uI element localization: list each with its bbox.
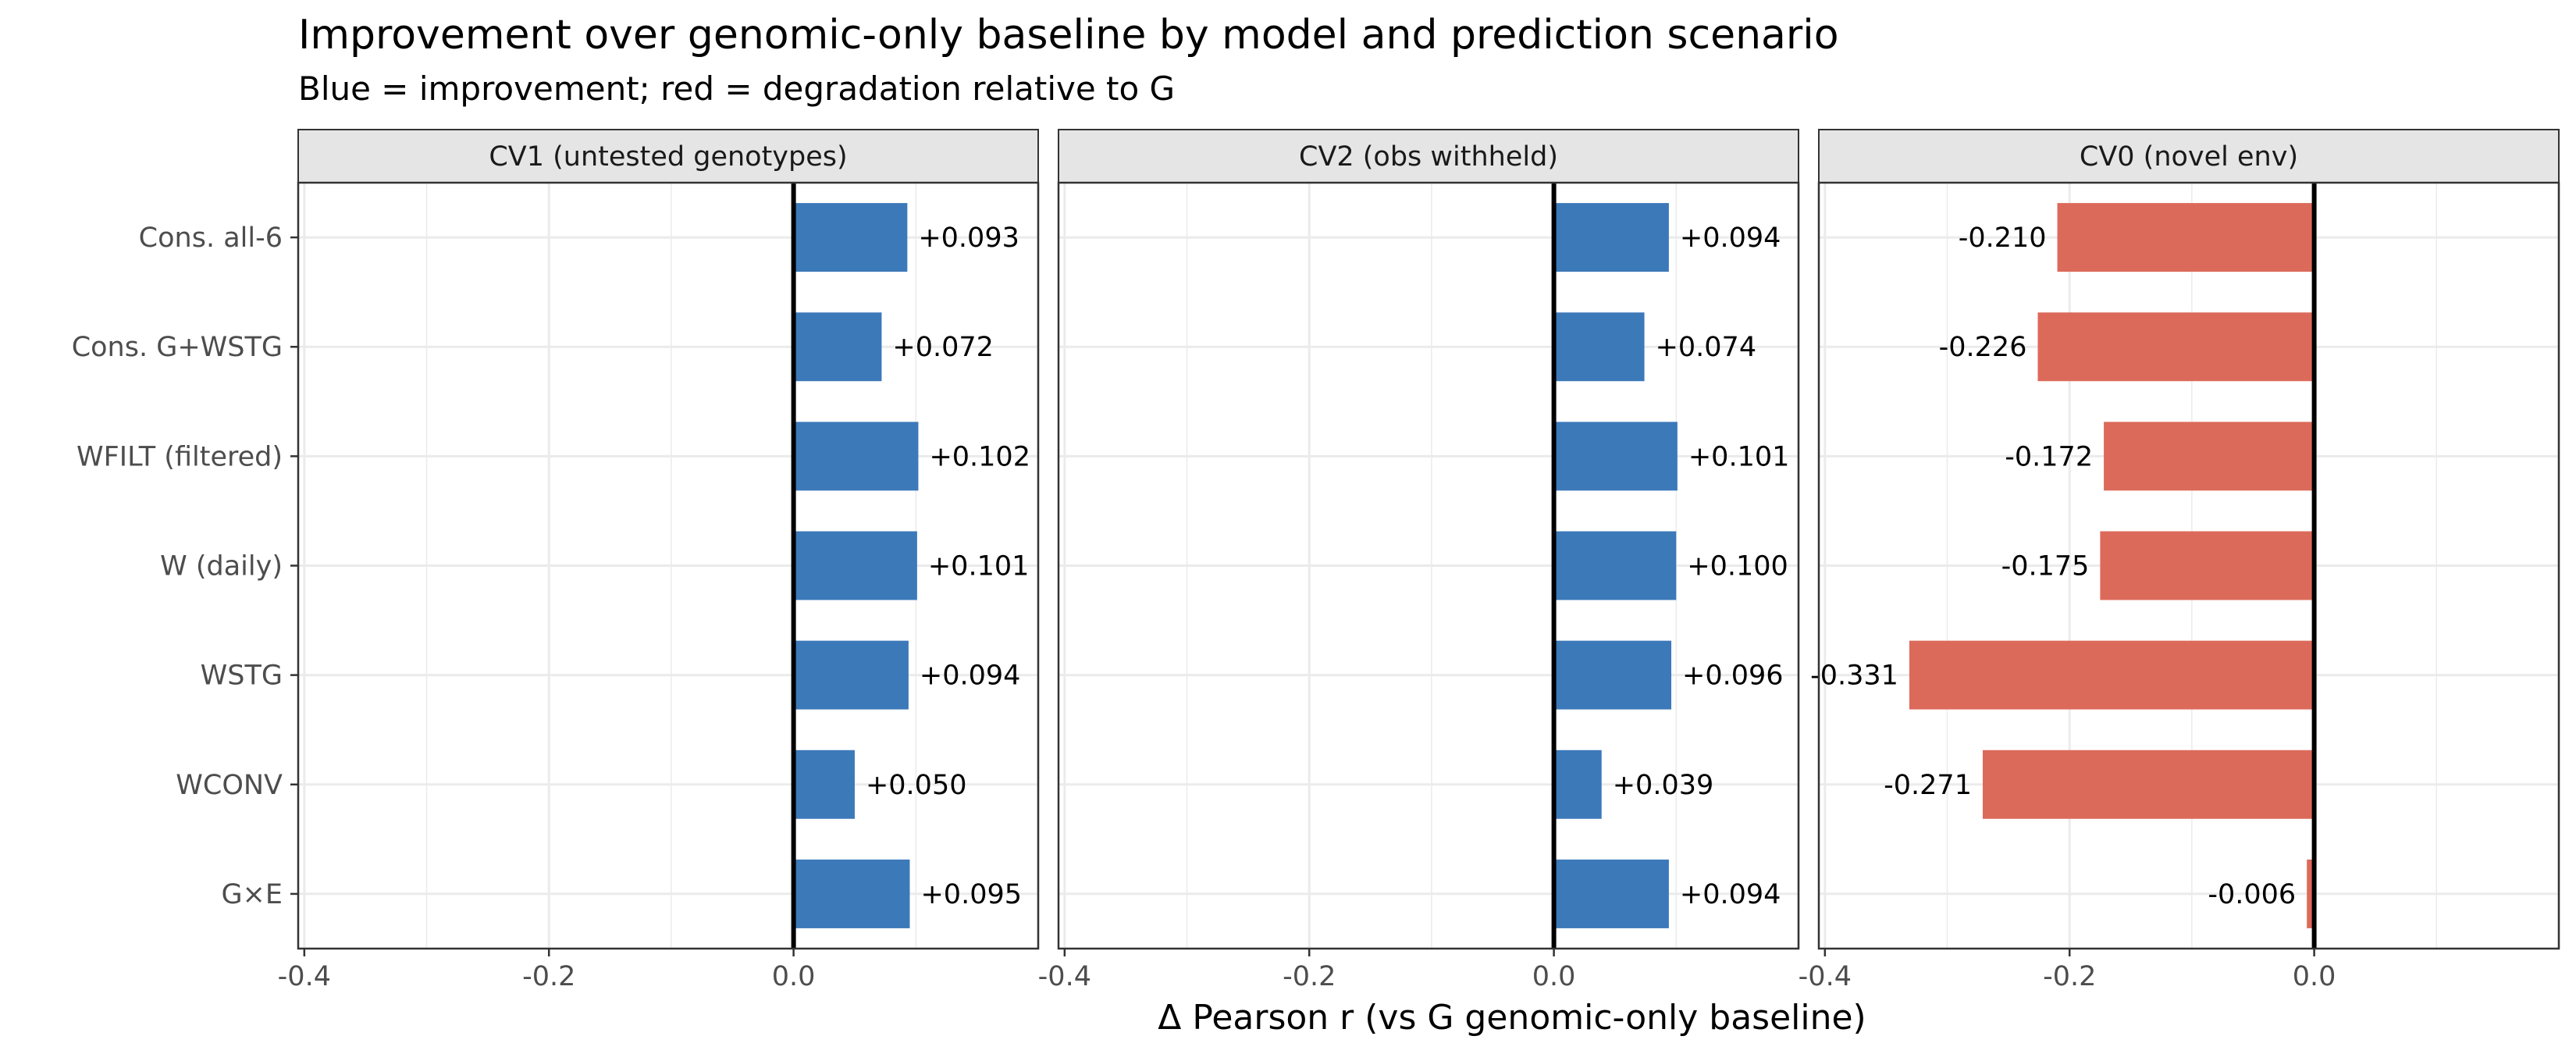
bar [2100,531,2314,600]
bar [1553,312,1645,382]
category-label: WSTG [201,661,283,692]
panel-strip-label: CV2 (obs withheld) [1299,141,1558,173]
bar [1909,640,2314,710]
bar [1553,859,1669,928]
bar-value-label: +0.093 [918,223,1019,254]
bar [793,203,908,272]
panel-strip [1818,129,2560,183]
category-axis: Cons. all-6 Cons. G+WSTG WFILT (filtered) W… [72,223,298,910]
bar [2104,422,2314,491]
x-tick-label: 0.0 [1532,961,1576,992]
bar [2057,203,2314,272]
bar-value-label: +0.074 [1656,332,1757,363]
category-label: Cons. all-6 [139,223,283,254]
bar-value-label: -0.175 [2001,551,2090,582]
panel-strip [1058,129,1799,183]
bar [1982,750,2314,819]
panel-border [1057,181,1800,950]
bar-value-label: +0.094 [1680,879,1781,910]
x-tick-label: -0.2 [1283,961,1336,992]
bar-value-label: +0.100 [1687,551,1788,582]
bar-value-label: +0.039 [1613,770,1714,801]
bar [1553,750,1602,819]
panel-border [1817,181,2560,950]
x-tick-label: -0.4 [278,961,331,992]
bar [1553,203,1669,272]
bar-value-label: +0.095 [920,879,1022,910]
bar [2037,312,2314,382]
category-label: Cons. G+WSTG [72,332,283,363]
bar-value-label: -0.226 [1939,332,2027,363]
x-tick-label: 0.0 [2293,961,2336,992]
bar [793,640,909,710]
bar-value-label: +0.072 [892,332,994,363]
panel-strip-label: CV1 (untested genotypes) [489,141,847,173]
panel-strip-label: CV0 (novel env) [2080,141,2298,173]
bar [1553,640,1672,710]
x-tick-label: -0.2 [2043,961,2096,992]
bar [793,859,910,928]
x-tick-label: -0.4 [1038,961,1091,992]
category-label: G×E [221,879,283,910]
bar-value-label: -0.210 [1959,223,2047,254]
x-tick-label: -0.2 [522,961,575,992]
panels: CV1 (untested genotypes) +0.093 +0.072 +0.1… [278,129,2560,992]
bar-value-label: +0.101 [1688,441,1790,472]
bar [793,531,917,600]
bar-value-label: -0.271 [1884,770,1972,801]
bar-value-label: +0.050 [866,770,967,801]
chart-subtitle: Blue = improvement; red = degradation re… [298,69,1175,108]
bar-value-label: -0.006 [2208,879,2296,910]
bar-value-label: -0.331 [1810,661,1898,692]
bar [2307,859,2314,928]
x-tick-label: -0.4 [1799,961,1852,992]
bar-value-label: +0.102 [929,441,1030,472]
bar-value-label: +0.094 [920,661,1021,692]
bar-value-label: +0.096 [1682,661,1784,692]
x-axis-title: Δ Pearson r (vs G genomic-only baseline) [1158,998,1866,1038]
category-label: W (daily) [160,551,283,582]
bar [793,750,855,819]
category-label: WCONV [176,770,283,801]
bar-value-label: +0.101 [928,551,1030,582]
x-tick-label: 0.0 [772,961,816,992]
chart-title: Improvement over genomic-only baseline b… [298,12,1839,59]
panel-strip [297,129,1039,183]
bar [1553,531,1677,600]
category-label: WFILT (filtered) [76,441,283,472]
bar [793,422,919,491]
bar [1553,422,1678,491]
panel: CV1 (untested genotypes) +0.093 +0.072 +0.1… [278,129,1040,992]
bar-value-label: +0.094 [1680,223,1781,254]
bar [793,312,882,382]
panel: CV2 (obs withheld) +0.094 +0.074 +0.101 +0.1… [1038,129,1800,992]
panel: CV0 (novel env) -0.210 -0.226 -0.172 -0.175 -… [1799,129,2560,992]
bar-value-label: -0.172 [2005,441,2093,472]
